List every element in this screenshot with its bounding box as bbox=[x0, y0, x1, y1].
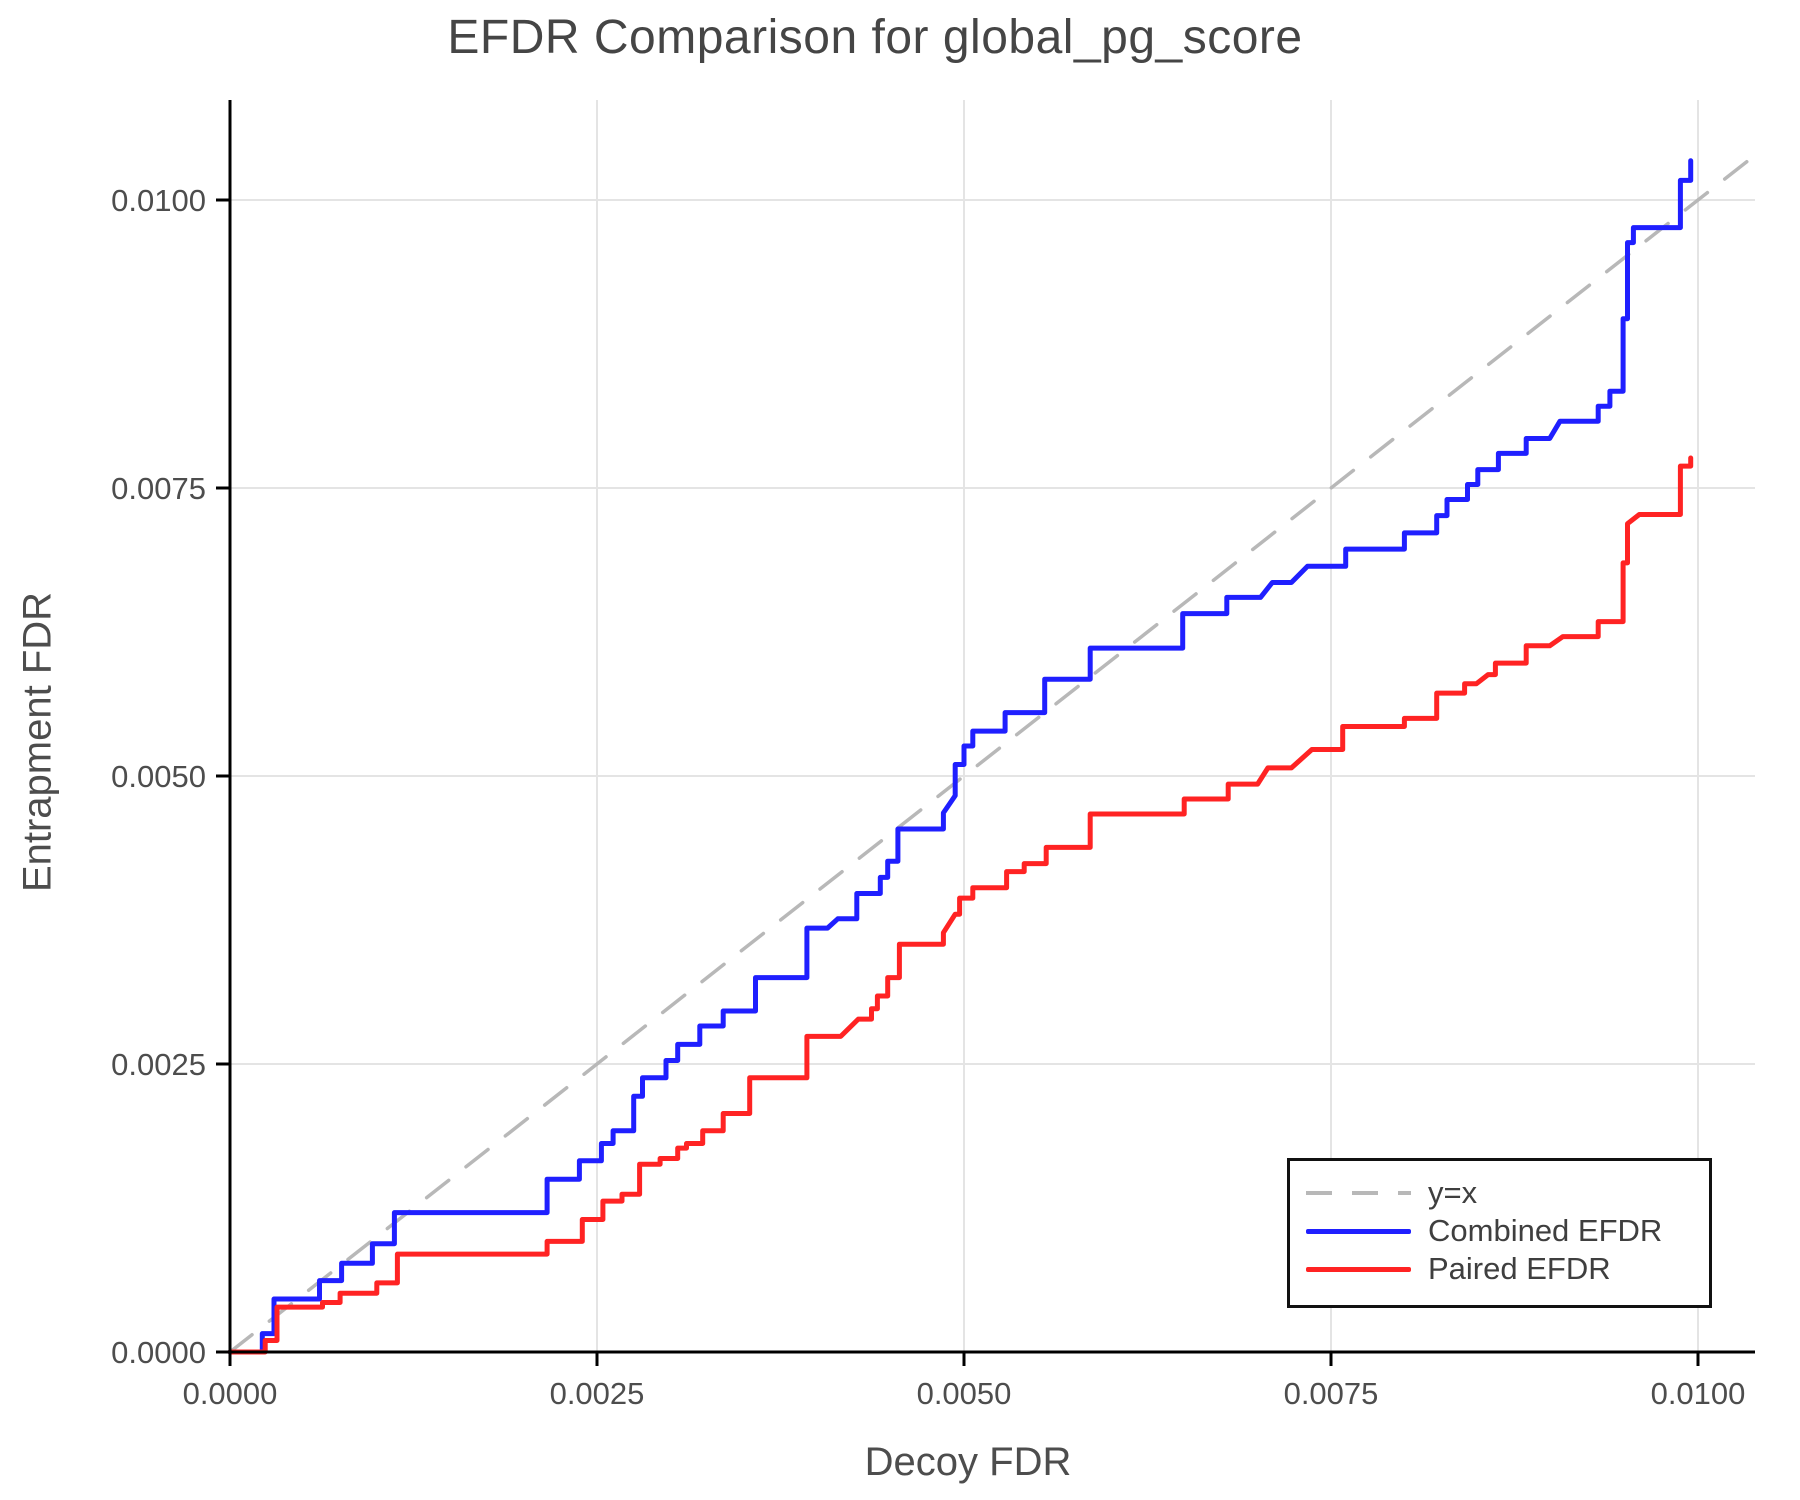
x-tick-label: 0.0000 bbox=[183, 1376, 278, 1411]
series-combined-efdr bbox=[227, 158, 1694, 1355]
combined-line-sample-icon bbox=[1306, 1228, 1411, 1234]
y-axis-label: Entrapment FDR bbox=[15, 591, 60, 893]
legend-label-combined: Combined EFDR bbox=[1428, 1213, 1663, 1248]
x-tick-label: 0.0075 bbox=[1284, 1376, 1379, 1411]
paired-line-sample-icon bbox=[1306, 1266, 1411, 1272]
legend-item-paired: Paired EFDR bbox=[1290, 1250, 1709, 1288]
legend-item-yx: y=x bbox=[1290, 1174, 1709, 1212]
x-tick-label: 0.0100 bbox=[1651, 1376, 1746, 1411]
series-y-x bbox=[228, 153, 1757, 1354]
x-axis-label: Decoy FDR bbox=[864, 1440, 1072, 1484]
series-paired-efdr bbox=[227, 455, 1694, 1355]
chart-title: EFDR Comparison for global_pg_score bbox=[447, 11, 1303, 64]
legend: y=x Combined EFDR Paired EFDR bbox=[1287, 1158, 1712, 1308]
yx-line-sample-icon bbox=[1306, 1191, 1411, 1195]
x-tick-label: 0.0025 bbox=[550, 1376, 645, 1411]
y-tick-label: 0.0000 bbox=[111, 1335, 206, 1370]
y-tick-label: 0.0050 bbox=[111, 759, 206, 794]
x-tick-label: 0.0050 bbox=[917, 1376, 1012, 1411]
y-tick-label: 0.0025 bbox=[111, 1047, 206, 1082]
legend-label-yx: y=x bbox=[1428, 1175, 1478, 1210]
legend-item-combined: Combined EFDR bbox=[1290, 1212, 1709, 1250]
y-tick-label: 0.0075 bbox=[111, 471, 206, 506]
legend-label-paired: Paired EFDR bbox=[1428, 1251, 1611, 1286]
y-tick-label: 0.0100 bbox=[111, 183, 206, 218]
